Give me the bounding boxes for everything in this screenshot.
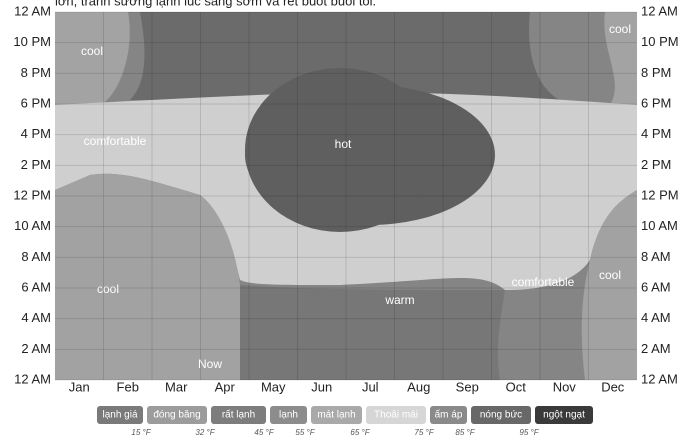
threshold-label: 85 °F xyxy=(455,428,475,437)
x-tick-label: Feb xyxy=(117,379,139,394)
x-tick-label: Jan xyxy=(69,379,90,394)
region-label: cool xyxy=(81,44,103,58)
y2-tick-label: 2 AM xyxy=(641,341,671,356)
legend-swatch xyxy=(471,406,531,424)
region-label: cool xyxy=(97,282,119,296)
y2-tick-label: 6 PM xyxy=(641,95,671,110)
y2-tick-label: 8 AM xyxy=(641,249,671,264)
y2-tick-label: 4 PM xyxy=(641,126,671,141)
region-label: hot xyxy=(335,137,352,151)
legend-swatch xyxy=(430,406,467,424)
threshold-label: 75 °F xyxy=(414,428,434,437)
x-tick-label: Jul xyxy=(362,379,379,394)
threshold-label: 65 °F xyxy=(350,428,370,437)
legend-swatch xyxy=(270,406,307,424)
threshold-label: 45 °F xyxy=(254,428,274,437)
y2-tick-label: 12 PM xyxy=(641,187,679,202)
x-tick-label: Jun xyxy=(311,379,332,394)
threshold-label: 55 °F xyxy=(295,428,315,437)
region-label: cool xyxy=(599,268,621,282)
y-tick-label: 8 PM xyxy=(21,65,51,80)
x-tick-label: Mar xyxy=(165,379,188,394)
y-tick-label: 10 PM xyxy=(13,34,51,49)
legend-swatch xyxy=(311,406,362,424)
y2-tick-label: 10 AM xyxy=(641,218,678,233)
legend-label: đóng băng xyxy=(153,410,200,421)
y2-tick-label: 6 AM xyxy=(641,279,671,294)
region-label: comfortable xyxy=(84,134,147,148)
y-tick-label: 10 AM xyxy=(14,218,51,233)
legend-label: mát lạnh xyxy=(317,410,355,421)
x-tick-label: Apr xyxy=(215,379,236,394)
y2-tick-label: 2 PM xyxy=(641,157,671,172)
legend-swatch xyxy=(211,406,266,424)
region-label: Now xyxy=(198,357,222,371)
threshold-label: 15 °F xyxy=(131,428,151,437)
legend-label: nóng bức xyxy=(480,410,522,421)
y-tick-label: 4 PM xyxy=(21,126,51,141)
region-label: comfortable xyxy=(512,275,575,289)
y2-tick-label: 12 AM xyxy=(641,371,678,386)
legend-label: rất lạnh xyxy=(222,409,255,421)
legend-swatch xyxy=(97,406,143,424)
caption: lớn, tránh sương lạnh lúc sáng sớm và ré… xyxy=(55,0,376,8)
x-tick-label: Oct xyxy=(506,379,527,394)
legend-swatch xyxy=(366,406,426,424)
y-tick-label: 2 PM xyxy=(21,157,51,172)
y-tick-label: 4 AM xyxy=(21,310,51,325)
y2-tick-label: 10 PM xyxy=(641,34,679,49)
y-tick-label: 12 AM xyxy=(14,3,51,18)
legend-label: lạnh giá xyxy=(102,410,137,421)
threshold-label: 32 °F xyxy=(195,428,215,437)
x-tick-label: Dec xyxy=(601,379,625,394)
x-tick-label: May xyxy=(261,379,286,394)
y-tick-label: 6 AM xyxy=(21,279,51,294)
legend-label: ngột ngạt xyxy=(543,410,585,421)
y2-tick-label: 12 AM xyxy=(641,3,678,18)
x-tick-label: Aug xyxy=(407,379,430,394)
legend-label: ấm áp xyxy=(435,409,463,421)
y-tick-label: 2 AM xyxy=(21,341,51,356)
legend-label: Thoải mái xyxy=(374,410,418,421)
legend-swatch xyxy=(535,406,593,424)
region-label: warm xyxy=(384,293,414,307)
heat-regions xyxy=(55,12,637,380)
y2-tick-label: 8 PM xyxy=(641,65,671,80)
legend-label: lạnh xyxy=(279,410,298,421)
y-tick-label: 12 AM xyxy=(14,371,51,386)
region-label: cool xyxy=(609,22,631,36)
y-tick-label: 8 AM xyxy=(21,249,51,264)
legend-swatch xyxy=(147,406,207,424)
threshold-label: 95 °F xyxy=(519,428,539,437)
y-tick-label: 12 PM xyxy=(13,187,51,202)
y2-tick-label: 4 AM xyxy=(641,310,671,325)
x-tick-label: Nov xyxy=(553,379,577,394)
y-tick-label: 6 PM xyxy=(21,95,51,110)
x-tick-label: Sep xyxy=(456,379,479,394)
